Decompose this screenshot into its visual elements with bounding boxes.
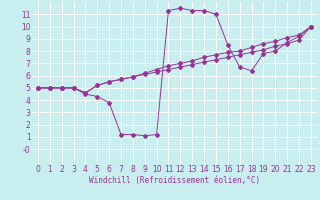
X-axis label: Windchill (Refroidissement éolien,°C): Windchill (Refroidissement éolien,°C) [89, 176, 260, 185]
